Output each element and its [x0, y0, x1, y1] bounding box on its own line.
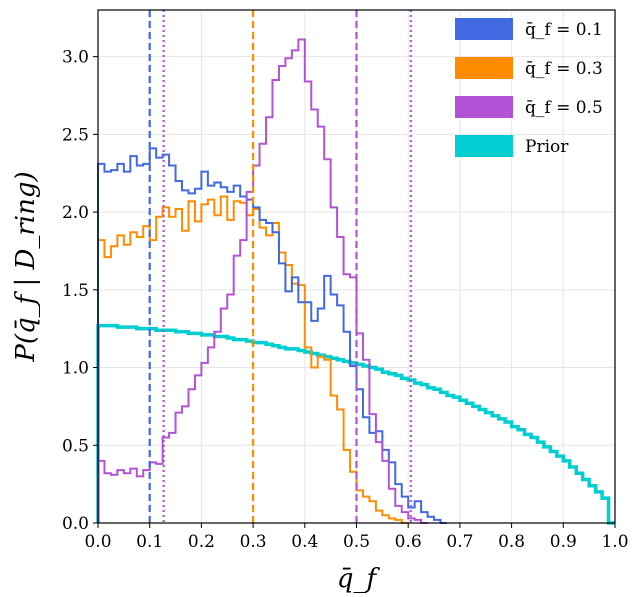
legend-swatch	[455, 57, 513, 79]
x-tick-label: 0.9	[550, 532, 577, 552]
x-tick-label: 0.6	[395, 532, 422, 552]
y-tick-label: 3.0	[62, 48, 89, 68]
legend-swatch	[455, 18, 513, 40]
series-step-line	[97, 147, 447, 524]
x-tick-label: 0.8	[498, 532, 525, 552]
legend: q̄_f = 0.1 q̄_f = 0.3 q̄_f = 0.5 Prior	[455, 18, 603, 157]
series-step-line	[97, 195, 409, 524]
y-tick-label: 1.5	[62, 281, 89, 301]
x-tick-label: 0.1	[136, 532, 163, 552]
legend-label: q̄_f = 0.1	[525, 20, 603, 40]
series-step-line	[97, 38, 428, 524]
legend-swatch	[455, 96, 513, 118]
axis-ticks: 0.0 0.1 0.2 0.3 0.4 0.5 0.6 0.7 0.8 0.9 1.0 0.0 0.5 1…	[62, 48, 629, 552]
reference-lines	[148, 10, 412, 523]
x-axis-label: q̄_f	[337, 564, 381, 594]
legend-label: q̄_f = 0.5	[525, 98, 603, 118]
y-tick-label: 0.0	[62, 514, 89, 534]
x-tick-label: 0.3	[240, 532, 267, 552]
y-tick-label: 2.0	[62, 203, 89, 223]
x-tick-label: 1.0	[601, 532, 628, 552]
legend-label: q̄_f = 0.3	[525, 59, 603, 79]
y-tick-label: 2.5	[62, 125, 89, 145]
x-tick-label: 0.5	[343, 532, 370, 552]
x-tick-label: 0.4	[291, 532, 318, 552]
series-step-line	[96, 323, 615, 525]
y-tick-label: 1.0	[62, 359, 89, 379]
legend-swatch	[455, 135, 513, 157]
x-tick-label: 0.2	[188, 532, 215, 552]
legend-label: Prior	[525, 137, 569, 157]
y-tick-label: 0.5	[62, 436, 89, 456]
x-tick-label: 0.7	[446, 532, 473, 552]
y-axis-label: P(q̄_f | D_ring)	[11, 171, 41, 362]
x-tick-label: 0.0	[84, 532, 111, 552]
